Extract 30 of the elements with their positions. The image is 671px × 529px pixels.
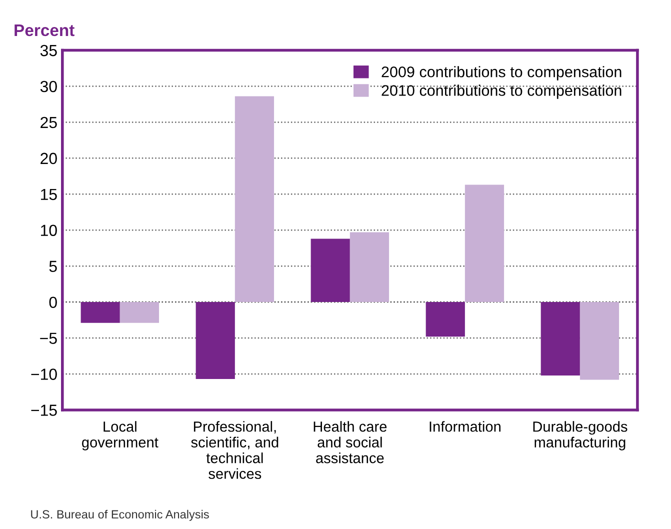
y-tick-label: 5 xyxy=(49,260,57,272)
y-tick-label: 15 xyxy=(40,188,57,200)
text: U.S. Bureau of Economic Analysis xyxy=(31,510,209,521)
y-tick-label: 20 xyxy=(40,152,57,164)
bar xyxy=(234,96,274,302)
y-tick-label: 30 xyxy=(40,80,57,92)
legend-label: 2009 contributions to compensation xyxy=(382,66,622,80)
x-tick-label: Professional, scientific, and technical services xyxy=(191,421,278,479)
y-tick-label: 0 xyxy=(49,296,57,308)
legend-label: 2010 contributions to compensation xyxy=(382,84,622,99)
bar xyxy=(426,302,465,337)
y-tick-label: −10 xyxy=(31,368,57,380)
y-tick-label: 10 xyxy=(40,224,57,236)
y-axis-title: Percent xyxy=(14,24,74,36)
y-tick-label: −5 xyxy=(40,332,57,344)
x-tick-label: Health care and social assistance xyxy=(314,421,387,464)
bar xyxy=(196,302,235,380)
y-tick-label: −15 xyxy=(31,404,57,416)
bar xyxy=(464,184,504,302)
bar xyxy=(120,302,160,323)
bar xyxy=(540,302,580,376)
x-tick-label: Durable-goods manufacturing xyxy=(533,421,628,450)
bar xyxy=(310,238,350,302)
x-tick-label: Information xyxy=(430,421,500,432)
bar xyxy=(350,232,390,302)
bar xyxy=(580,302,620,380)
y-tick-label: 25 xyxy=(40,116,57,128)
y-tick-label: 35 xyxy=(40,44,57,56)
bar xyxy=(80,302,120,323)
x-tick-label: Local government xyxy=(82,421,158,450)
